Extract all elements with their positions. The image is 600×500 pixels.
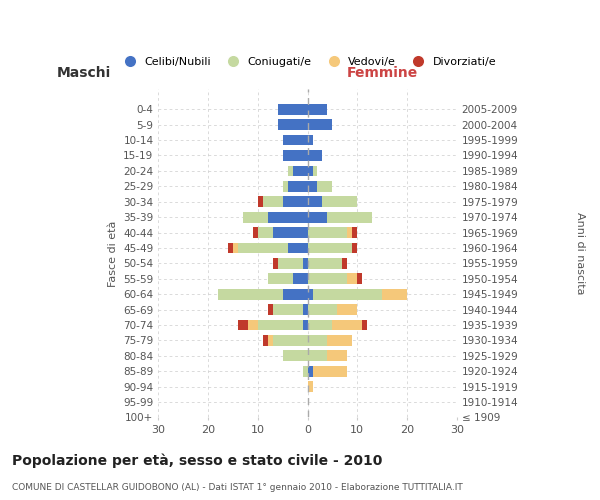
Bar <box>328 350 347 361</box>
Bar <box>347 274 357 284</box>
Y-axis label: Fasce di età: Fasce di età <box>108 220 118 286</box>
Bar <box>302 320 308 330</box>
Bar <box>283 350 308 361</box>
Bar <box>248 320 258 330</box>
Bar <box>357 274 362 284</box>
Bar <box>273 227 308 238</box>
Bar <box>218 288 283 300</box>
Bar <box>337 304 357 315</box>
Bar <box>362 320 367 330</box>
Bar <box>287 166 293 176</box>
Bar <box>308 212 328 222</box>
Bar <box>308 304 337 315</box>
Bar <box>273 335 308 345</box>
Bar <box>313 288 382 300</box>
Bar <box>328 335 352 345</box>
Text: Maschi: Maschi <box>56 66 111 80</box>
Text: COMUNE DI CASTELLAR GUIDOBONO (AL) - Dati ISTAT 1° gennaio 2010 - Elaborazione T: COMUNE DI CASTELLAR GUIDOBONO (AL) - Dat… <box>12 483 463 492</box>
Bar <box>322 196 357 207</box>
Bar <box>263 335 268 345</box>
Bar <box>293 274 308 284</box>
Bar <box>382 288 407 300</box>
Y-axis label: Anni di nascita: Anni di nascita <box>575 212 585 294</box>
Bar <box>283 288 308 300</box>
Bar <box>268 274 293 284</box>
Bar <box>233 242 238 254</box>
Bar <box>308 134 313 145</box>
Bar <box>308 196 322 207</box>
Bar <box>293 166 308 176</box>
Bar <box>308 227 347 238</box>
Bar <box>308 104 328 115</box>
Bar <box>268 335 273 345</box>
Bar <box>308 181 317 192</box>
Bar <box>273 304 302 315</box>
Bar <box>268 304 273 315</box>
Text: Femmine: Femmine <box>347 66 418 80</box>
Bar <box>308 320 332 330</box>
Bar <box>308 350 328 361</box>
Bar <box>278 120 308 130</box>
Bar <box>302 258 308 268</box>
Bar <box>283 181 287 192</box>
Bar <box>308 120 332 130</box>
Legend: Celibi/Nubili, Coniugati/e, Vedovi/e, Divorziati/e: Celibi/Nubili, Coniugati/e, Vedovi/e, Di… <box>114 52 501 72</box>
Bar <box>243 212 268 222</box>
Bar <box>258 320 302 330</box>
Bar <box>278 104 308 115</box>
Bar <box>273 258 278 268</box>
Bar <box>258 196 263 207</box>
Bar <box>332 320 362 330</box>
Bar <box>258 227 273 238</box>
Bar <box>317 181 332 192</box>
Bar <box>352 242 357 254</box>
Text: Popolazione per età, sesso e stato civile - 2010: Popolazione per età, sesso e stato civil… <box>12 454 382 468</box>
Bar <box>308 274 347 284</box>
Bar <box>308 335 328 345</box>
Bar <box>238 242 287 254</box>
Bar <box>287 181 308 192</box>
Bar <box>263 196 283 207</box>
Bar <box>308 366 313 376</box>
Bar <box>347 227 352 238</box>
Bar <box>268 212 308 222</box>
Bar <box>302 304 308 315</box>
Bar <box>278 258 302 268</box>
Bar <box>302 366 308 376</box>
Bar <box>287 242 308 254</box>
Bar <box>308 242 352 254</box>
Bar <box>308 150 322 161</box>
Bar <box>313 366 347 376</box>
Bar <box>328 212 372 222</box>
Bar <box>343 258 347 268</box>
Bar <box>308 166 313 176</box>
Bar <box>313 166 317 176</box>
Bar <box>253 227 258 238</box>
Bar <box>238 320 248 330</box>
Bar <box>283 134 308 145</box>
Bar <box>308 381 313 392</box>
Bar <box>352 227 357 238</box>
Bar <box>228 242 233 254</box>
Bar <box>283 150 308 161</box>
Bar <box>308 258 343 268</box>
Bar <box>308 288 313 300</box>
Bar <box>283 196 308 207</box>
